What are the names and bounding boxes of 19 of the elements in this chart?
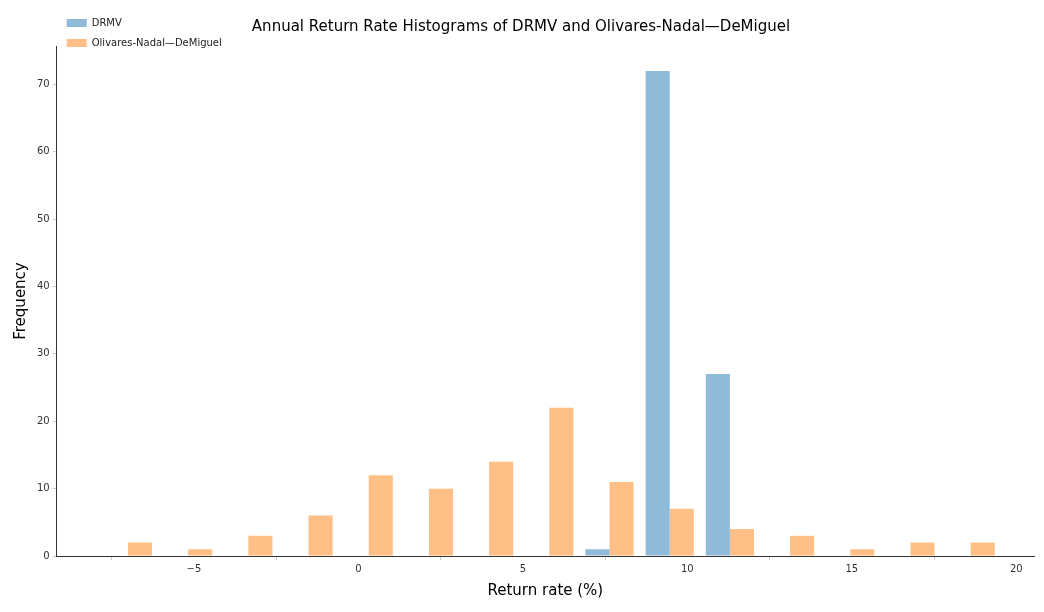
y-tick-label: 30 xyxy=(36,347,50,359)
y-tick-label: 20 xyxy=(36,414,50,426)
y-tick-label: 40 xyxy=(36,280,50,292)
y-tick-label: 60 xyxy=(36,145,50,157)
legend-label: Olivares-Nadal—DeMiguel xyxy=(91,36,222,48)
y-tick-label: 10 xyxy=(36,482,50,494)
y-axis-title: Frequency xyxy=(10,262,29,340)
x-tick-label: 15 xyxy=(845,562,859,574)
x-tick-label: 10 xyxy=(680,562,694,574)
y-tick-label: 50 xyxy=(36,212,50,224)
chart-title: Annual Return Rate Histograms of DRMV and Olivares-Nadal—DeMiguel xyxy=(251,16,791,35)
x-tick-label: −5 xyxy=(186,562,202,574)
x-axis-title: Return rate (%) xyxy=(487,580,604,599)
y-tick-label: 70 xyxy=(36,78,50,89)
legend-label: DRMV xyxy=(91,16,122,28)
x-tick-label: 0 xyxy=(355,562,362,574)
y-tick-label: 0 xyxy=(43,549,50,561)
x-tick-label: 20 xyxy=(1009,562,1023,574)
x-tick-label: 5 xyxy=(519,562,527,574)
